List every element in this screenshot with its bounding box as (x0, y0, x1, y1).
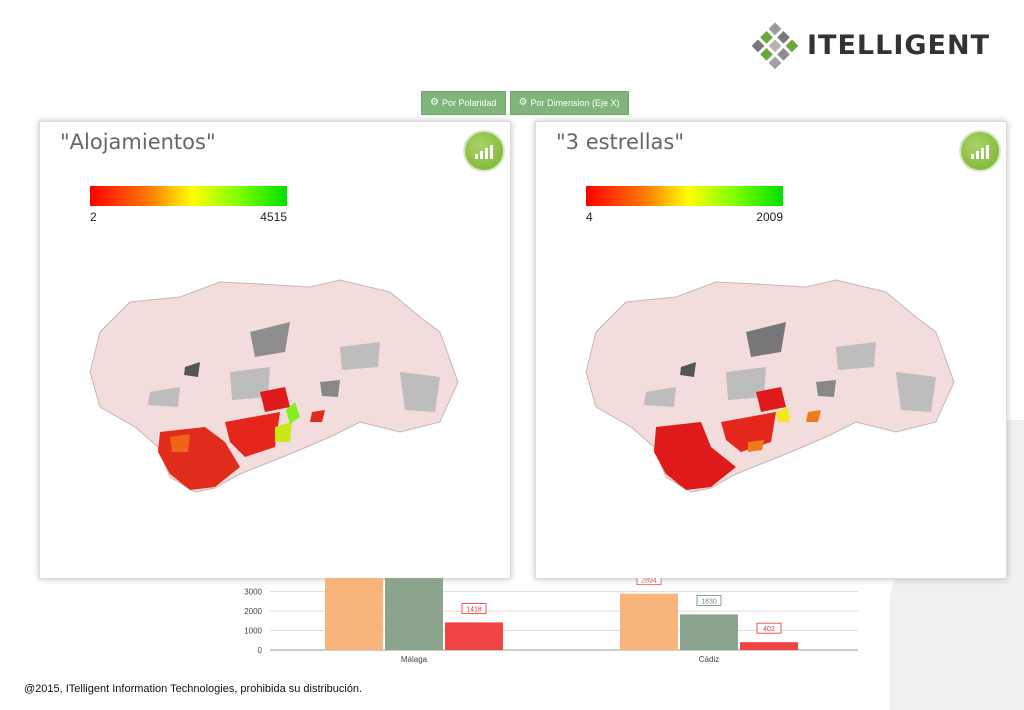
bar (620, 593, 678, 650)
y-tick-label: 3000 (244, 588, 262, 597)
dimension-label: Por Dimension (Eje X) (530, 98, 620, 108)
logo-text: ITELLIGENT (807, 30, 990, 61)
map-panel-3-estrellas: "3 estrellas" 4 2009 (535, 121, 1007, 579)
bar (445, 622, 503, 650)
legend-min-value: 2 (90, 210, 97, 224)
itelligent-logo: ITELLIGENT (745, 18, 989, 80)
panel-title: "Alojamientos" (60, 130, 216, 154)
legend-max-value: 4515 (260, 210, 287, 224)
copyright-footer: @2015, ITelligent Information Technologi… (24, 683, 363, 695)
panel-title: "3 estrellas" (556, 130, 685, 154)
x-category-label: Málaga (401, 655, 428, 664)
signal-bars-icon (970, 145, 990, 159)
y-tick-label: 2000 (244, 607, 262, 616)
data-label-box (756, 622, 782, 634)
dimension-button[interactable]: ⚙ Por Dimension (Eje X) (509, 91, 629, 115)
data-label-box (696, 594, 722, 606)
toolbar: ⚙ Por Polaridad ⚙ Por Dimension (Eje X) (421, 91, 629, 115)
gears-icon: ⚙ (430, 97, 439, 108)
andalucia-choropleth-map[interactable] (40, 262, 510, 502)
color-scale-legend (586, 186, 783, 206)
bar-chart-toggle-button[interactable] (463, 130, 505, 172)
data-label: 402 (763, 626, 775, 633)
data-label: 2894 (641, 578, 657, 585)
data-label-box (636, 578, 662, 586)
x-category-label: Cádiz (699, 655, 719, 664)
bar (325, 578, 383, 650)
bar (680, 614, 738, 650)
logo-mark-icon (751, 22, 799, 70)
legend-min-value: 4 (586, 210, 593, 224)
map-panel-alojamientos: "Alojamientos" 2 4515 (39, 121, 511, 579)
data-label: 1418 (466, 606, 482, 613)
polaridad-button[interactable]: ⚙ Por Polaridad (421, 91, 506, 115)
y-tick-label: 1000 (244, 627, 262, 636)
signal-bars-icon (474, 145, 494, 159)
bar-chart: 0 1000 2000 3000 Málaga Cádiz 1418 2894 1830 402 (244, 578, 858, 664)
color-scale-legend (90, 186, 287, 206)
data-label-box (461, 603, 487, 614)
bar (740, 642, 798, 650)
gears-icon: ⚙ (518, 97, 528, 108)
data-label: 1830 (701, 598, 717, 605)
polaridad-label: Por Polaridad (441, 98, 497, 108)
y-tick-label: 0 (258, 646, 263, 655)
legend-max-value: 2009 (756, 210, 783, 224)
bar-chart-toggle-button[interactable] (959, 130, 1001, 172)
bar (385, 578, 443, 650)
andalucia-choropleth-map[interactable] (536, 262, 1006, 502)
